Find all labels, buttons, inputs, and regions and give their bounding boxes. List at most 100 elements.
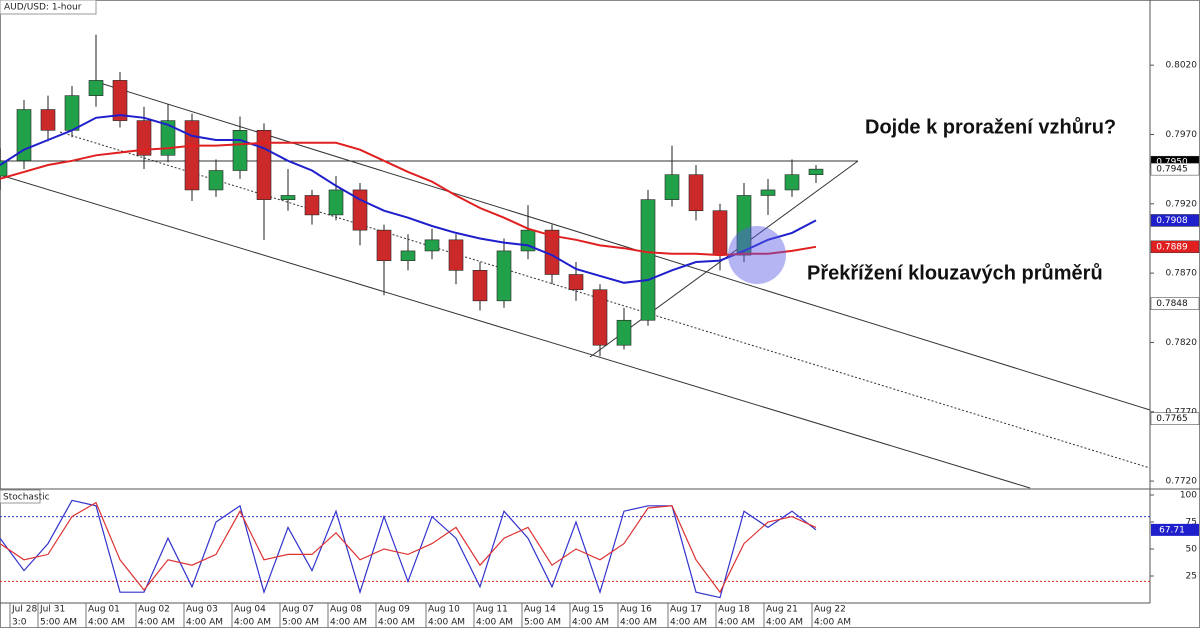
candle-body	[256, 130, 272, 200]
y-tick-label: 50	[1186, 545, 1198, 555]
candle-body	[592, 289, 608, 346]
candle-body	[352, 189, 368, 231]
candle-body	[760, 189, 776, 196]
x-tick-time: 5:00 AM	[282, 618, 319, 628]
chart-title: AUD/USD: 1-hour	[4, 3, 82, 13]
price-marker	[1150, 297, 1200, 310]
x-tick-label: Aug 01	[88, 605, 120, 615]
y-tick-label: 25	[1186, 572, 1197, 582]
price-marker-label: 0.7848	[1156, 299, 1188, 309]
x-tick-time: 4:00 AM	[234, 618, 271, 628]
candle-body	[0, 160, 8, 177]
x-tick-label: Aug 08	[330, 605, 362, 615]
candle-body	[136, 120, 152, 156]
x-tick-label: Aug 07	[282, 605, 314, 615]
panel-title: Stochastic	[3, 493, 50, 503]
candle-body	[88, 80, 104, 96]
candle-body	[64, 95, 80, 131]
x-tick-label: Aug 03	[186, 605, 218, 615]
candle-body	[640, 199, 656, 321]
x-tick-label: Jul 28	[11, 605, 37, 615]
candle-body	[448, 239, 464, 271]
y-tick-label: 100	[1180, 491, 1197, 501]
x-tick-label: Aug 17	[670, 605, 702, 615]
x-tick-label: Aug 10	[428, 605, 460, 615]
candle-body	[496, 250, 512, 302]
candle-body	[328, 189, 344, 216]
channel-lower	[0, 174, 1031, 489]
x-tick-time: 4:00 AM	[186, 618, 223, 628]
candle-body	[376, 229, 392, 261]
candle-body	[736, 195, 752, 256]
candle-body	[184, 120, 200, 191]
x-tick-label: Aug 21	[766, 605, 798, 615]
y-tick-label: 0.8020	[1166, 61, 1198, 71]
price-marker	[1150, 240, 1200, 254]
x-tick-label: Jul 31	[39, 605, 65, 615]
x-tick-time: 4:00 AM	[572, 618, 609, 628]
candle-body	[472, 270, 488, 302]
candle-body	[688, 174, 704, 212]
x-tick-label: Aug 04	[234, 605, 266, 615]
candle-body	[784, 174, 800, 191]
x-tick-time: 4:00 AM	[670, 618, 707, 628]
candle-body	[568, 274, 584, 291]
y-tick-label: 0.7970	[1166, 130, 1198, 140]
x-tick-time: 4:00 AM	[378, 618, 415, 628]
x-tick-label: Aug 02	[138, 605, 170, 615]
price-marker-label: 0.7889	[1156, 242, 1188, 252]
value-marker-label: 67.71	[1159, 525, 1185, 535]
candle-body	[160, 120, 176, 156]
series-line	[0, 501, 817, 594]
x-tick-time: 4:00 AM	[620, 618, 657, 628]
y-tick-label: 75	[1186, 518, 1197, 528]
x-tick-time: 3:0	[12, 618, 27, 628]
candle-body	[712, 210, 728, 256]
x-tick-label: Aug 22	[814, 605, 846, 615]
candle-body	[112, 80, 128, 121]
y-tick-label: 0.7720	[1166, 477, 1198, 487]
x-tick-label: Aug 18	[718, 605, 750, 615]
x-tick-label: Aug 16	[620, 605, 652, 615]
price-marker-label: 0.7950	[1156, 158, 1188, 168]
candle-body	[808, 168, 824, 175]
x-tick-time: 4:00 AM	[428, 618, 465, 628]
candle-body	[664, 174, 680, 200]
x-tick-time: 4:00 AM	[88, 618, 125, 628]
candle-body	[616, 319, 632, 346]
candle-body	[232, 130, 248, 171]
y-tick-label: 0.7820	[1166, 338, 1198, 348]
annotation: Dojde k proražení vzhůru?	[865, 116, 1116, 138]
x-tick-time: 4:00 AM	[330, 618, 367, 628]
value-marker	[1151, 523, 1199, 536]
price-marker	[1150, 214, 1200, 227]
x-tick-time: 4:00 AM	[476, 618, 513, 628]
panel-title-box	[0, 489, 41, 504]
x-tick-time: 4:00 AM	[814, 618, 851, 628]
x-tick-time: 4:00 AM	[138, 618, 175, 628]
series-line	[0, 141, 817, 257]
price-marker	[1150, 412, 1200, 425]
y-tick-label: 0.7870	[1166, 269, 1198, 279]
series-line	[0, 499, 817, 599]
price-marker-label: 0.7765	[1156, 414, 1188, 424]
x-tick-time: 5:00 AM	[524, 618, 561, 628]
series-line	[0, 114, 817, 284]
candle-body	[424, 239, 440, 252]
annotation: Překřížení klouzavých průměrů	[807, 262, 1103, 284]
x-tick-time: 4:00 AM	[766, 618, 803, 628]
price-marker-label: 0.7908	[1156, 216, 1188, 226]
channel-upper	[99, 82, 1151, 411]
candle-body	[40, 109, 56, 131]
x-tick-label: Aug 15	[572, 605, 604, 615]
title-box	[0, 0, 97, 15]
x-tick-time: 5:00 AM	[40, 618, 77, 628]
x-tick-time: 4:00 AM	[718, 618, 755, 628]
candle-body	[280, 195, 296, 200]
candle-body	[400, 250, 416, 261]
price-marker-label: 0.7945	[1156, 165, 1188, 175]
candle-body	[208, 170, 224, 191]
crossover-highlight	[728, 226, 786, 284]
x-tick-label: Aug 09	[378, 605, 410, 615]
